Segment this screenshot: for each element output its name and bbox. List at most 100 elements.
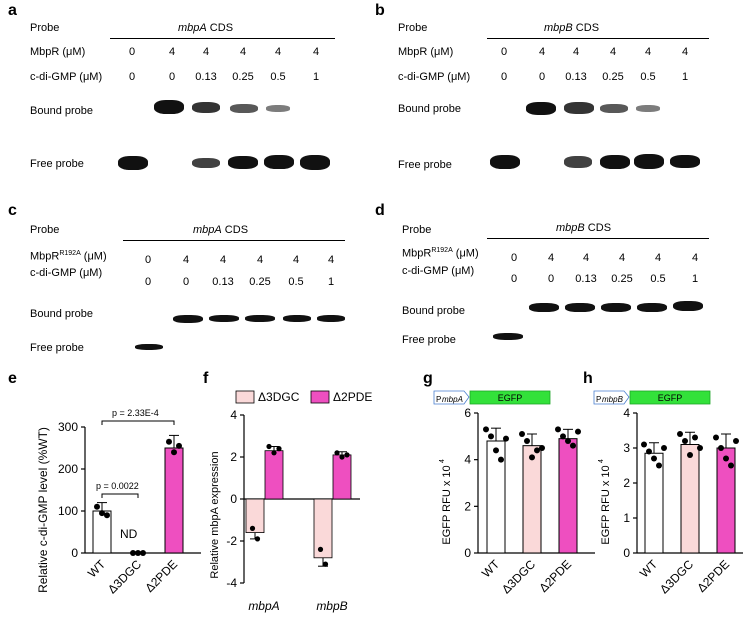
data-point [135,550,141,556]
bound-probe-label: Bound probe [30,308,93,320]
y-tick-label: 200 [58,462,78,476]
gel-image [484,92,709,177]
divider [110,38,335,39]
y-tick-label: 0 [464,546,471,560]
row2-label: c-di-GMP (μM) [30,267,103,279]
bar [313,498,333,559]
bound-probe-label: Bound probe [402,305,465,317]
gel-band [317,315,345,322]
data-point [646,448,652,455]
lane-value: 4 [312,46,320,58]
gel-band [245,315,275,322]
bar [332,454,352,500]
lane-value: 0.25 [249,276,271,288]
data-point [317,546,324,552]
free-probe-label: Free probe [30,342,84,354]
gel-band [600,155,630,169]
data-point [104,512,110,519]
data-point [687,452,693,458]
data-point [723,455,729,462]
y-tick-label: -4 [226,576,237,590]
y-tick-label: 300 [58,420,78,434]
x-tick-label: WT [637,557,661,581]
significance-bracket [101,493,139,498]
gel-band [209,315,239,322]
bar [558,438,578,554]
lane-value: 0.5 [270,71,286,83]
x-tick-label: mbpB [316,599,347,613]
bar [264,450,284,500]
lane-value: 4 [681,46,689,58]
y-tick-label: 4 [464,453,471,467]
lane-value: 4 [239,46,247,58]
gel-band [192,158,220,168]
data-point [271,450,277,456]
x-tick-label: WT [85,557,109,581]
data-point [334,450,340,456]
bar [245,498,265,533]
bar-charts: e Relative c-di-GMP level (%WT) 01002003… [8,370,743,613]
data-point [519,431,525,437]
gel-band [564,102,594,114]
promoter-arrow [593,390,630,405]
y-axis-label-exponent: 4 [598,459,605,463]
probe-label: Probe [30,224,60,236]
gel-band [636,105,660,112]
probe-label: Probe [398,22,428,34]
lane-value: 4 [538,46,546,58]
x-tick-label: Δ3DGC [499,557,538,596]
gel-band [565,303,595,312]
gel-image [125,305,350,355]
panel-b: b Probe mbpB CDS MbpR (μM) c-di-GMP (μM)… [372,0,743,190]
row2-label: c-di-GMP (μM) [30,71,103,83]
data-point [166,438,172,445]
divider [123,240,345,241]
y-tick-label: 2 [623,476,630,490]
probe-name: mbpA CDS [193,224,249,236]
egfp-label: EGFP [658,393,683,403]
gel-band [154,100,184,114]
legend-swatch [310,390,330,404]
lane-value: 4 [168,46,176,58]
bound-probe-label: Bound probe [30,105,93,117]
legend-label: Δ2PDE [333,390,372,404]
lane-value: 0 [144,254,152,266]
lane-value: 4 [219,254,227,266]
y-axis-label: EGFP RFU x 10 [600,465,612,544]
data-point [488,433,494,440]
lane-value: 0 [547,273,555,285]
significance-bracket [101,420,175,425]
row1-label: MbpRR192A (μM) [402,247,479,260]
lane-value: 0 [144,276,152,288]
probe-name: mbpA CDS [178,22,234,34]
data-point [524,438,530,444]
chart-f: f Relative mbpA expression -4 -2 0 2 4 Δ3DGC Δ2… [203,370,372,613]
row1-label: MbpR (μM) [30,46,86,58]
x-tick-label: WT [479,557,503,581]
data-point [344,452,350,458]
data-point [254,536,261,542]
y-tick-label: 100 [58,504,78,518]
lane-value: 0.13 [195,71,217,83]
data-point [266,443,272,450]
lane-value: 0.13 [212,276,234,288]
lane-value: 4 [327,254,335,266]
lane-value: 0.25 [232,71,254,83]
panel-letter: f [203,370,209,387]
bar [522,445,542,554]
free-probe-label: Free probe [402,334,456,346]
lane-value: 4 [572,46,580,58]
chart-e: e Relative c-di-GMP level (%WT) 0 100 200 3… [8,370,201,596]
gel-band [192,102,220,113]
divider [487,238,709,239]
x-tick-label: Δ3DGC [105,557,144,596]
probe-name: mbpB CDS [556,222,612,234]
lane-value: 0 [128,46,136,58]
bar [644,452,664,554]
probe-label: Probe [402,224,432,236]
lane-value: 1 [312,71,320,83]
gel-image [487,295,712,345]
data-point [733,438,739,444]
data-point [99,510,105,517]
